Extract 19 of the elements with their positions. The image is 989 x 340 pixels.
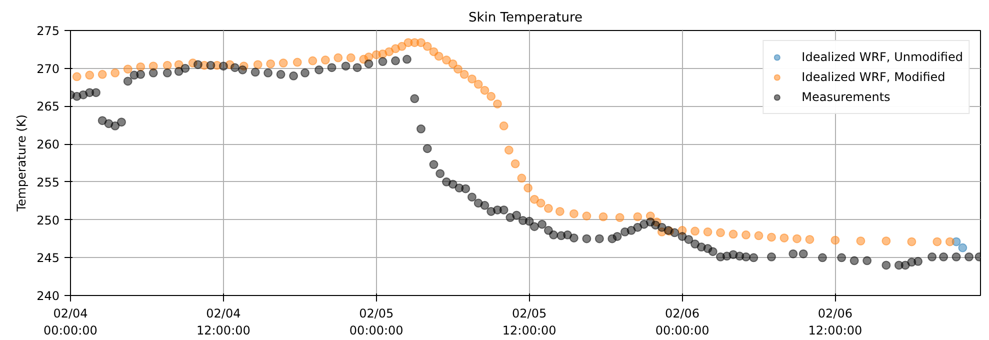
x-tick-label: 02/06 00:00:00: [655, 306, 710, 338]
y-axis-title: Temperature (K): [14, 114, 29, 213]
y-tick-label: 250: [36, 213, 60, 228]
chart-title: Skin Temperature: [468, 10, 583, 26]
legend-label: Idealized WRF, Modified: [802, 70, 946, 84]
legend-label: Measurements: [802, 90, 890, 104]
y-tick-label: 265: [36, 100, 60, 114]
y-tick-label: 240: [36, 289, 60, 303]
y-tick-label: 270: [36, 62, 60, 76]
y-tick-label: 245: [36, 251, 60, 266]
x-tick-label: 02/04 12:00:00: [196, 306, 250, 338]
x-tick-label: 02/06 12:00:00: [808, 306, 862, 338]
y-tick-label: 275: [36, 24, 60, 38]
legend-label: Idealized WRF, Unmodified: [802, 50, 963, 64]
y-tick-label: 255: [36, 175, 60, 190]
x-tick-label: 02/04 00:00:00: [44, 306, 98, 338]
y-tick-label: 260: [36, 138, 60, 152]
x-tick-label: 02/05 00:00:00: [349, 306, 404, 338]
x-tick-label: 02/05 12:00:00: [502, 306, 556, 338]
